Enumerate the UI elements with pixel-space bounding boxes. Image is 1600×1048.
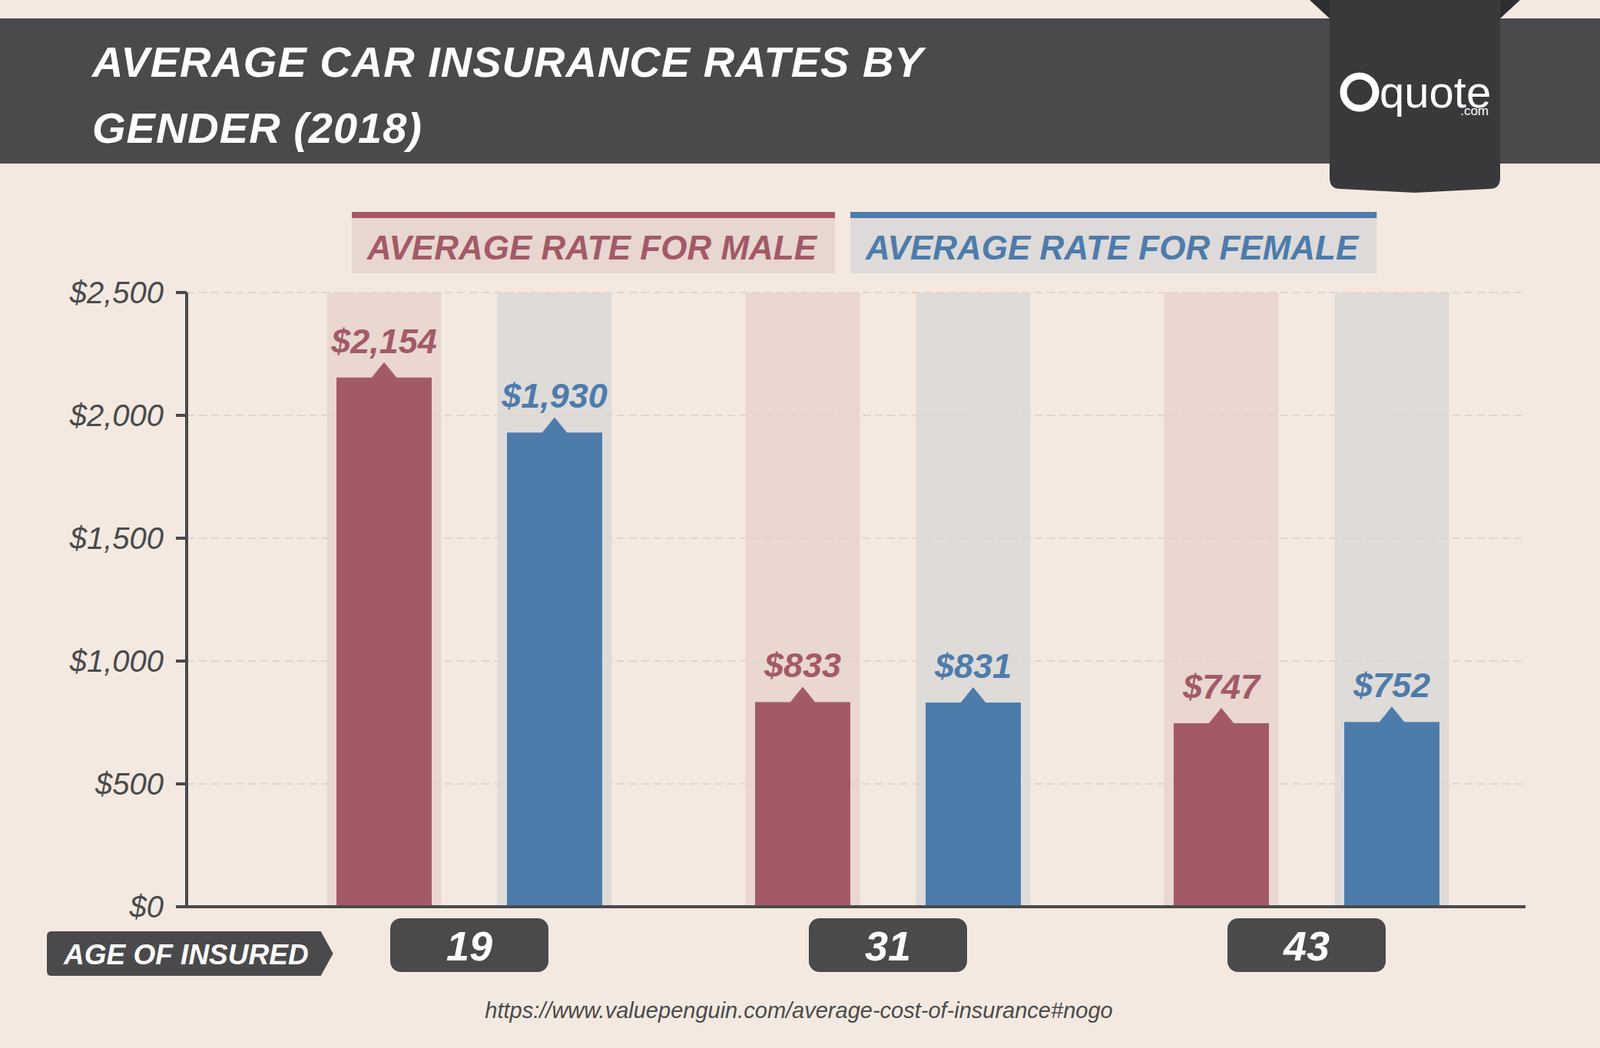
logo-icon bbox=[1343, 76, 1376, 109]
chart-root: quote.comAVERAGE RATE FOR MALEAVERAGE RA… bbox=[0, 0, 1600, 1048]
tick-label: $1,000 bbox=[69, 644, 164, 679]
column-background bbox=[327, 292, 442, 908]
bar bbox=[1344, 722, 1440, 908]
data-label: $833 bbox=[763, 645, 842, 686]
label-pointer bbox=[541, 417, 568, 434]
tick-label: $2,000 bbox=[69, 398, 164, 433]
title: AVERAGE CAR INSURANCE RATES BY GENDER (2… bbox=[92, 29, 1091, 162]
column-background bbox=[916, 292, 1031, 908]
label-pointer bbox=[1208, 708, 1235, 725]
column-background bbox=[745, 292, 861, 908]
column-background bbox=[497, 292, 613, 908]
category-box bbox=[808, 918, 968, 973]
x-axis-label: AGE OF INSURED bbox=[62, 939, 309, 971]
category-label: 43 bbox=[1282, 923, 1330, 970]
legend-label: AVERAGE RATE FOR MALE bbox=[366, 228, 819, 267]
tick-mark bbox=[175, 536, 187, 540]
label-pointer bbox=[1378, 706, 1405, 723]
tick-mark bbox=[175, 905, 187, 909]
xlabel-tag bbox=[46, 931, 334, 977]
source: https://www.valuepenguin.com/average-cos… bbox=[484, 998, 1113, 1024]
tick-label: $1,500 bbox=[69, 521, 164, 556]
column-background bbox=[1164, 292, 1279, 908]
legend-entry: AVERAGE RATE FOR MALE bbox=[351, 212, 835, 274]
bar bbox=[336, 377, 432, 908]
data-labels: $2,154 $1,930 $833 $831 $747 $752 bbox=[330, 321, 1431, 707]
logo-suffix: .com bbox=[1460, 103, 1489, 119]
category-label: 19 bbox=[446, 923, 493, 970]
category-box bbox=[390, 918, 549, 973]
tick-label: $500 bbox=[94, 767, 164, 802]
label-pointer bbox=[371, 362, 398, 379]
y-axis bbox=[185, 292, 189, 908]
bar bbox=[925, 702, 1021, 908]
data-label: $2,154 bbox=[330, 321, 438, 362]
bars bbox=[336, 362, 1440, 908]
legend-swatch bbox=[850, 212, 1377, 219]
data-label: $1,930 bbox=[500, 376, 608, 416]
legend-box bbox=[850, 212, 1377, 274]
legend-entry: AVERAGE RATE FOR FEMALE bbox=[850, 212, 1377, 274]
bar bbox=[755, 702, 851, 908]
label-pointer bbox=[789, 686, 816, 703]
chart-svg: quote.comAVERAGE RATE FOR MALEAVERAGE RA… bbox=[0, 0, 1600, 1048]
data-label: $747 bbox=[1182, 667, 1262, 707]
tick-mark bbox=[175, 782, 187, 786]
column-background bbox=[1334, 292, 1450, 908]
grid-line bbox=[186, 291, 1526, 294]
legend-box bbox=[351, 212, 835, 274]
category-box bbox=[1227, 918, 1386, 973]
x-axis bbox=[185, 905, 1526, 909]
data-label: $752 bbox=[1352, 665, 1431, 706]
category-label: 31 bbox=[864, 923, 911, 970]
legend-label: AVERAGE RATE FOR FEMALE bbox=[864, 228, 1360, 267]
tick-label: $2,500 bbox=[69, 275, 164, 310]
tick-label: $0 bbox=[129, 890, 165, 925]
tick-mark bbox=[175, 291, 187, 295]
bar bbox=[1173, 723, 1269, 908]
label-pointer bbox=[960, 687, 987, 704]
legend-swatch bbox=[351, 212, 835, 219]
data-label: $831 bbox=[934, 646, 1012, 686]
bar bbox=[506, 432, 603, 908]
tick-mark bbox=[175, 659, 187, 663]
logo-badge bbox=[1329, 0, 1501, 193]
tick-mark bbox=[175, 414, 187, 418]
